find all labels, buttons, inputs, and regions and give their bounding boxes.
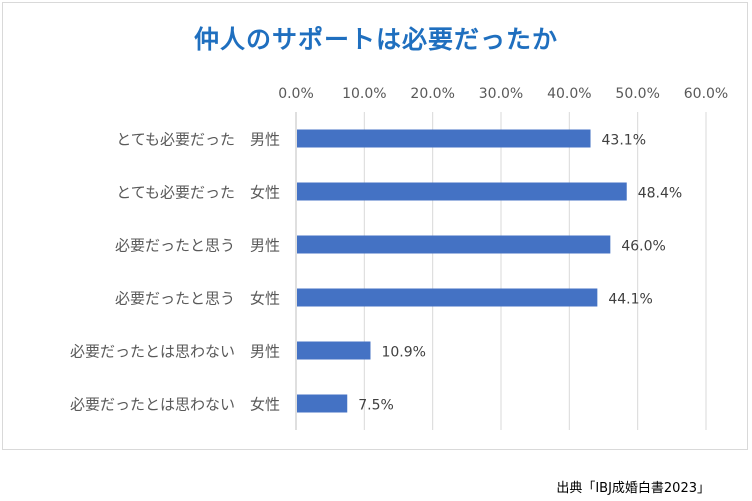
bar bbox=[297, 235, 611, 254]
x-tick-label: 60.0% bbox=[684, 86, 728, 102]
bar bbox=[297, 394, 348, 413]
bar bbox=[297, 288, 598, 307]
x-tick-label: 30.0% bbox=[479, 86, 523, 102]
x-tick-label: 0.0% bbox=[278, 86, 314, 102]
category-label: 必要だったとは思わない 女性 bbox=[70, 396, 280, 414]
bar bbox=[297, 182, 627, 201]
category-label: とても必要だった 女性 bbox=[116, 184, 280, 202]
bar bbox=[297, 129, 591, 148]
data-label: 10.9% bbox=[381, 345, 425, 361]
bar bbox=[297, 341, 371, 360]
category-label: 必要だったと思う 女性 bbox=[115, 290, 280, 308]
data-label: 43.1% bbox=[602, 133, 646, 149]
category-label: 必要だったと思う 男性 bbox=[115, 237, 280, 255]
chart-title: 仲人のサポートは必要だったか bbox=[193, 25, 558, 54]
x-tick-label: 50.0% bbox=[615, 86, 659, 102]
x-tick-label: 20.0% bbox=[410, 86, 454, 102]
x-tick-label: 40.0% bbox=[547, 86, 591, 102]
data-label: 44.1% bbox=[608, 292, 652, 308]
x-tick-label: 10.0% bbox=[342, 86, 386, 102]
data-label: 7.5% bbox=[358, 398, 394, 414]
source-note: 出典「IBJ成婚白書2023」 bbox=[556, 481, 710, 496]
data-label: 46.0% bbox=[621, 239, 665, 255]
category-label: 必要だったとは思わない 男性 bbox=[70, 343, 280, 361]
chart-frame bbox=[2, 2, 748, 450]
data-label: 48.4% bbox=[638, 186, 682, 202]
category-label: とても必要だった 男性 bbox=[116, 131, 280, 149]
